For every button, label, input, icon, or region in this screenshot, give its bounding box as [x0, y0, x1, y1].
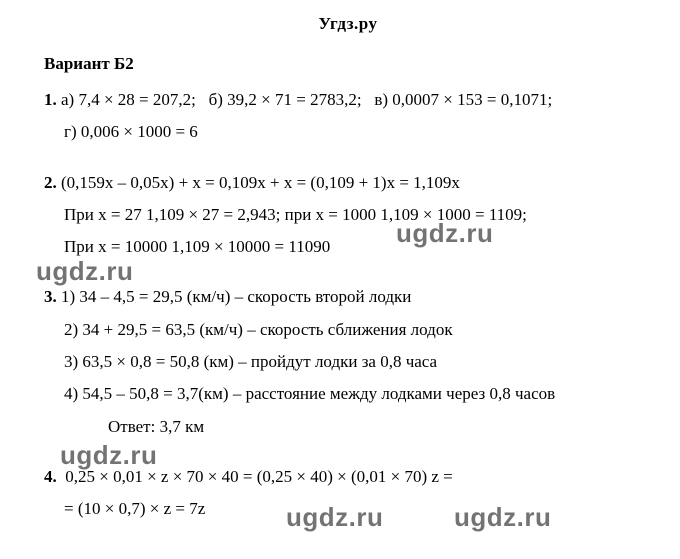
problem-2-number: 2.	[44, 173, 57, 192]
problem-1-part-c: в) 0,0007 × 153 = 0,1071;	[374, 90, 552, 109]
problem-3-s4: 4) 54,5 – 50,8 = 3,7(км) – расстояние ме…	[44, 378, 652, 410]
problem-4-line1: 4. 0,25 × 0,01 × z × 70 × 40 = (0,25 × 4…	[44, 461, 652, 493]
problem-2-expr1: (0,159x – 0,05x) + x = 0,109x + x = (0,1…	[61, 173, 460, 192]
problem-1: 1. а) 7,4 × 28 = 207,2; б) 39,2 × 71 = 2…	[44, 84, 652, 149]
problem-2-line1: 2. (0,159x – 0,05x) + x = 0,109x + x = (…	[44, 167, 652, 199]
problem-3-s1: 1) 34 – 4,5 = 29,5 (км/ч) – скорость вто…	[61, 287, 411, 306]
problem-3: 3. 1) 34 – 4,5 = 29,5 (км/ч) – скорость …	[44, 281, 652, 442]
problem-2-line3: При x = 10000 1,109 × 10000 = 11090	[44, 231, 652, 263]
problem-1-part-b: б) 39,2 × 71 = 2783,2;	[209, 90, 362, 109]
problem-3-answer: Ответ: 3,7 км	[44, 411, 652, 443]
problem-1-part-a: а) 7,4 × 28 = 207,2;	[61, 90, 196, 109]
problem-3-step1: 3. 1) 34 – 4,5 = 29,5 (км/ч) – скорость …	[44, 281, 652, 313]
problem-1-number: 1.	[44, 90, 57, 109]
problem-4-number: 4.	[44, 467, 57, 486]
problem-3-number: 3.	[44, 287, 57, 306]
problem-2: 2. (0,159x – 0,05x) + x = 0,109x + x = (…	[44, 167, 652, 264]
site-header: Угдз.ру	[44, 14, 652, 34]
problem-3-s2: 2) 34 + 29,5 = 63,5 (км/ч) – скорость сб…	[44, 314, 652, 346]
problem-4-line2: = (10 × 0,7) × z = 7z	[44, 493, 652, 525]
problem-4-expr1: 0,25 × 0,01 × z × 70 × 40 = (0,25 × 40) …	[65, 467, 453, 486]
variant-title: Вариант Б2	[44, 54, 652, 74]
problem-1-line2: г) 0,006 × 1000 = 6	[44, 116, 652, 148]
problem-1-part-d: г) 0,006 × 1000 = 6	[64, 122, 198, 141]
problem-3-s3: 3) 63,5 × 0,8 = 50,8 (км) – пройдут лодк…	[44, 346, 652, 378]
problem-2-line2: При x = 27 1,109 × 27 = 2,943; при x = 1…	[44, 199, 652, 231]
problem-1-line1: 1. а) 7,4 × 28 = 207,2; б) 39,2 × 71 = 2…	[44, 84, 652, 116]
problem-4: 4. 0,25 × 0,01 × z × 70 × 40 = (0,25 × 4…	[44, 461, 652, 526]
